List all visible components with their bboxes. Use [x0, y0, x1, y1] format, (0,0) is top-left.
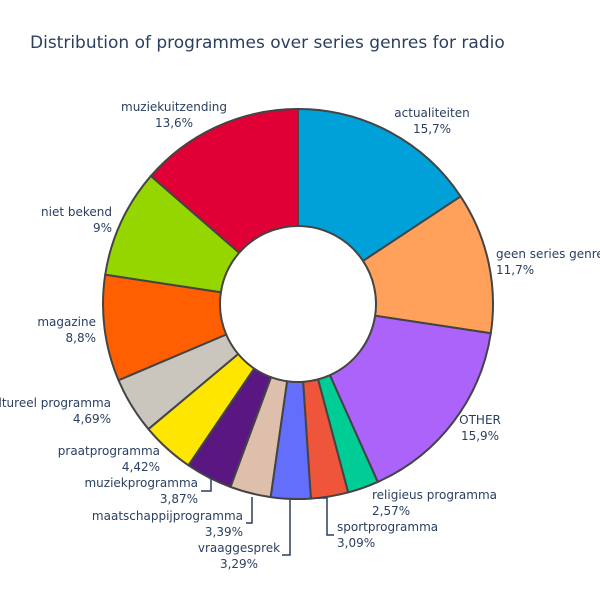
slice-label: sportprogramma 3,09% — [337, 520, 438, 550]
slice-label-name: cultureel programma — [0, 396, 111, 410]
pie-slice-geen-series-genre[interactable] — [362, 195, 494, 335]
slice-label: cultureel programma 4,69% — [0, 396, 111, 426]
slice-label: muziekuitzending 13,6% — [121, 100, 227, 130]
slice-label-name: religieus programma — [372, 488, 497, 502]
chart-title: Distribution of programmes over series g… — [30, 33, 505, 53]
slice-label: niet bekend 9% — [41, 205, 112, 235]
leader-line — [246, 497, 253, 524]
pie-slice-other[interactable] — [328, 314, 492, 483]
slice-label-name: vraaggesprek — [198, 541, 280, 555]
slice-label-percent: 3,87% — [160, 492, 198, 506]
slice-label-percent: 11,7% — [496, 263, 534, 277]
slice-label-percent: 15,7% — [413, 122, 451, 136]
slice-labels: actualiteiten 15,7% geen series genre 11,7%… — [0, 100, 600, 571]
leader-line — [316, 497, 334, 536]
slice-label-percent: 9% — [93, 221, 112, 235]
slice-label-percent: 3,29% — [220, 557, 258, 571]
slice-label: vraaggesprek 3,29% — [198, 541, 280, 571]
leader-lines — [201, 478, 334, 556]
slice-label: religieus programma 2,57% — [372, 488, 497, 518]
slice-label: muziekprogramma 3,87% — [84, 476, 198, 506]
slice-label-percent: 8,8% — [66, 331, 97, 345]
slice-label-percent: 4,42% — [122, 460, 160, 474]
slice-label-percent: 4,69% — [73, 412, 111, 426]
slice-label-name: muziekprogramma — [84, 476, 198, 490]
slice-label: OTHER 15,9% — [459, 413, 501, 443]
slice-label: praatprogramma 4,42% — [58, 444, 160, 474]
slice-label-percent: 2,57% — [372, 504, 410, 518]
slice-label-name: niet bekend — [41, 205, 112, 219]
slice-label-percent: 3,09% — [337, 536, 375, 550]
slice-label-name: sportprogramma — [337, 520, 438, 534]
leader-line — [282, 500, 291, 556]
slice-label: geen series genre 11,7% — [496, 247, 600, 277]
leader-line — [201, 478, 212, 492]
slice-label-percent: 3,39% — [205, 525, 243, 539]
slice-label: maatschappijprogramma 3,39% — [92, 509, 243, 539]
pie-slice-muziekuitzending[interactable] — [149, 108, 299, 254]
slice-label-name: maatschappijprogramma — [92, 509, 243, 523]
slice-label-percent: 15,9% — [461, 429, 499, 443]
slice-label: actualiteiten 15,7% — [394, 106, 469, 136]
slice-label-name: actualiteiten — [394, 106, 469, 120]
slice-label-name: geen series genre — [496, 247, 600, 261]
slices-layer — [102, 108, 494, 500]
slice-label: magazine 8,8% — [37, 315, 96, 345]
slice-label-name: praatprogramma — [58, 444, 160, 458]
slice-label-name: OTHER — [459, 413, 501, 427]
slice-label-name: muziekuitzending — [121, 100, 227, 114]
slice-label-name: magazine — [37, 315, 96, 329]
slice-label-percent: 13,6% — [155, 116, 193, 130]
